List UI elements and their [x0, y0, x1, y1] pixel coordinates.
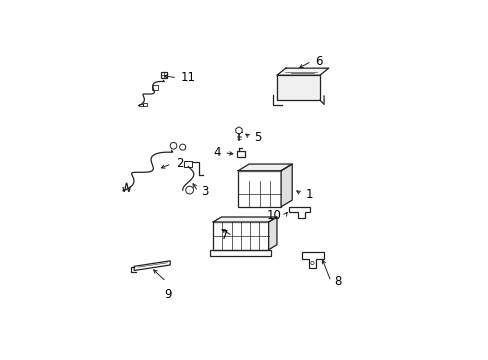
Bar: [160, 72, 166, 78]
Bar: [236, 151, 244, 157]
Polygon shape: [281, 164, 292, 207]
Bar: [213, 222, 268, 250]
Text: 10: 10: [266, 208, 281, 221]
Polygon shape: [276, 68, 328, 75]
Bar: [139, 104, 142, 106]
Text: 8: 8: [334, 275, 341, 288]
Polygon shape: [213, 217, 276, 222]
Bar: [183, 161, 192, 167]
Polygon shape: [276, 75, 319, 100]
Polygon shape: [268, 217, 276, 250]
Bar: [210, 250, 271, 256]
Bar: [238, 171, 281, 207]
Text: 5: 5: [254, 131, 261, 144]
Bar: [142, 103, 147, 106]
Bar: [151, 85, 158, 90]
Text: 6: 6: [315, 55, 322, 68]
Text: 3: 3: [201, 185, 208, 198]
Text: 11: 11: [181, 71, 195, 84]
Text: 7: 7: [221, 229, 228, 242]
Text: 2: 2: [175, 157, 183, 170]
Polygon shape: [235, 127, 242, 134]
Text: 4: 4: [213, 146, 220, 159]
Polygon shape: [238, 164, 292, 171]
Text: 9: 9: [164, 288, 172, 301]
Text: 1: 1: [305, 188, 312, 201]
